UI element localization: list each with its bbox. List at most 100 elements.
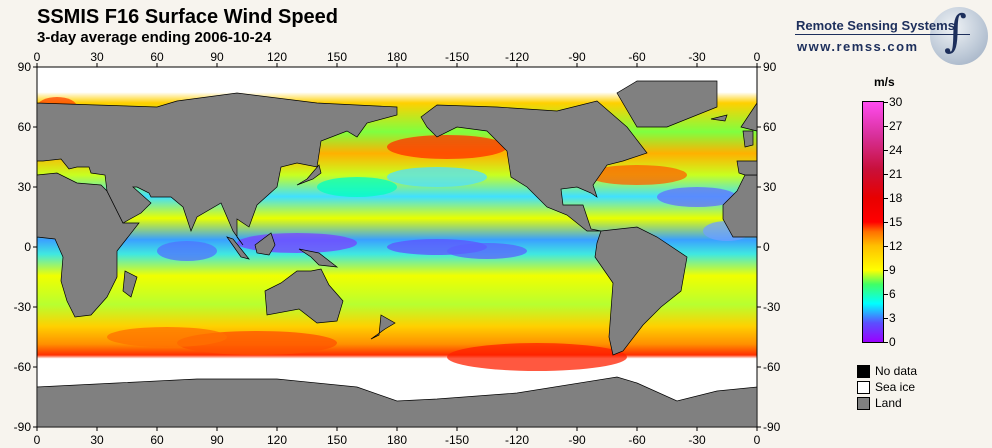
colorbar-label: 9 [889, 263, 896, 277]
lat-label: -60 [14, 360, 32, 374]
lon-label: 90 [210, 433, 224, 447]
land-sumatra [226, 236, 250, 260]
legend-swatch [857, 396, 870, 410]
wind-region [317, 177, 397, 197]
lat-label: 90 [18, 60, 32, 74]
lon-label: -120 [505, 50, 529, 64]
colorbar-tick [884, 342, 888, 343]
land-australia [264, 268, 344, 324]
lat-label: 60 [18, 120, 32, 134]
lon-label: 30 [90, 433, 104, 447]
land-south-america [594, 226, 688, 356]
land-scandinavia-west [740, 101, 758, 132]
lon-label: -60 [628, 50, 646, 64]
land-africa-west [722, 174, 758, 238]
land-madagascar [122, 270, 138, 298]
lat-label: 60 [763, 120, 777, 134]
land-iceland [710, 114, 728, 122]
colorbar-label: 27 [889, 119, 903, 133]
globe-logo-icon [930, 7, 988, 65]
lat-label: -90 [763, 420, 781, 434]
lon-label: 150 [327, 433, 347, 447]
land-north-america [420, 100, 648, 232]
colorbar-tick [884, 126, 888, 127]
land-eurasia [36, 92, 398, 246]
colorbar-label: 15 [889, 215, 903, 229]
lon-label: -150 [445, 50, 469, 64]
lon-label: 120 [267, 50, 287, 64]
colorbar-label: 18 [889, 191, 903, 205]
land-new-zealand [370, 314, 396, 340]
lon-label: 120 [267, 433, 287, 447]
lon-label: 0 [34, 50, 41, 64]
wind-region [387, 135, 507, 159]
legend-item: No data [857, 364, 917, 378]
colorbar-label: 0 [889, 335, 896, 349]
logo-url[interactable]: www.remss.com [797, 39, 919, 54]
colorbar-tick [884, 222, 888, 223]
legend-item: Land [857, 396, 902, 410]
lon-label: 180 [387, 433, 407, 447]
land-europe-west [736, 160, 758, 176]
lat-label: 90 [763, 60, 777, 74]
wind-region [447, 243, 527, 259]
land-antarctica [36, 376, 758, 428]
land-uk [742, 130, 754, 148]
lat-label: -60 [763, 360, 781, 374]
wind-region [157, 241, 217, 261]
lon-label: 90 [210, 50, 224, 64]
lon-label: 0 [754, 50, 761, 64]
lon-label: 0 [754, 433, 761, 447]
lat-label: 30 [18, 180, 32, 194]
colorbar-tick [884, 198, 888, 199]
lon-label: -90 [568, 50, 586, 64]
lat-label: -30 [14, 300, 32, 314]
lon-label: 30 [90, 50, 104, 64]
colorbar-label: 21 [889, 167, 903, 181]
colorbar-label: 12 [889, 239, 903, 253]
logo-symbol-icon: ∫ [944, 6, 967, 57]
lon-label: 0 [34, 433, 41, 447]
legend-label: Land [875, 396, 902, 410]
colorbar-label: 24 [889, 143, 903, 157]
colorbar-tick [884, 246, 888, 247]
colorbar-tick [884, 102, 888, 103]
colorbar-label: 6 [889, 287, 896, 301]
land-new-guinea [298, 248, 339, 268]
lon-label: -90 [568, 433, 586, 447]
legend-label: Sea ice [875, 380, 916, 394]
lon-label: -30 [688, 433, 706, 447]
wind-region [237, 233, 357, 253]
logo-name: Remote Sensing Systems [796, 18, 955, 33]
colorbar-tick [884, 270, 888, 271]
colorbar-label: 3 [889, 311, 896, 325]
legend-swatch [857, 364, 870, 378]
lon-label: 150 [327, 50, 347, 64]
lon-label: 180 [387, 50, 407, 64]
map-title: SSMIS F16 Surface Wind Speed [37, 6, 339, 28]
legend-item: Sea ice [857, 380, 915, 394]
lat-label: 30 [763, 180, 777, 194]
lat-label: 0 [24, 240, 31, 254]
wind-region [587, 165, 687, 185]
land-borneo [254, 232, 276, 256]
legend-swatch [857, 380, 870, 394]
wind-region [387, 167, 487, 187]
lon-label: -30 [688, 50, 706, 64]
lat-label: 0 [763, 240, 770, 254]
lat-label: -90 [14, 420, 32, 434]
colorbar-label: 30 [889, 95, 903, 109]
map-subtitle: 3-day average ending 2006-10-24 [37, 29, 272, 46]
colorbar-tick [884, 150, 888, 151]
colorbar [862, 101, 884, 343]
wind-region [657, 187, 737, 207]
colorbar-tick [884, 174, 888, 175]
land-japan [296, 164, 322, 186]
colorbar-tick [884, 294, 888, 295]
wind-region [107, 327, 227, 347]
colorbar-unit: m/s [874, 75, 895, 89]
wind-region [447, 343, 627, 371]
lon-label: -150 [445, 433, 469, 447]
lon-label: -120 [505, 433, 529, 447]
